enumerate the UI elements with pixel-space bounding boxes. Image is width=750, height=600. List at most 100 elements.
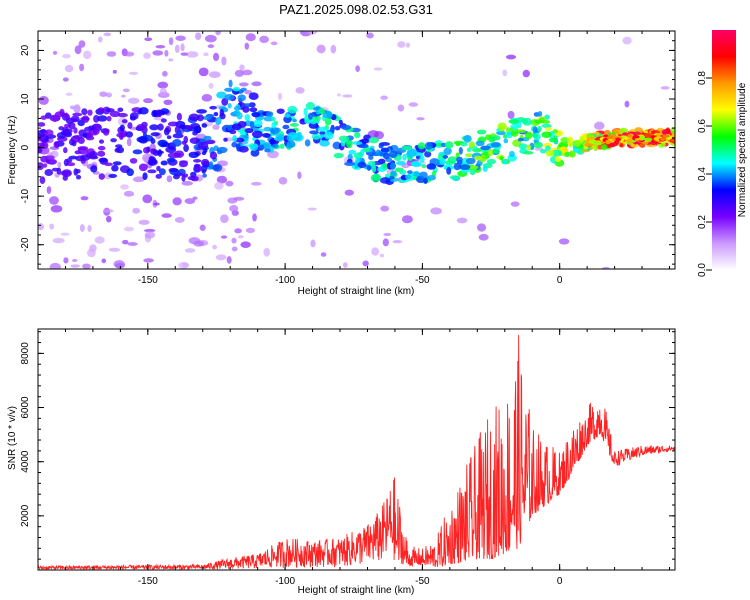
heatmap-cell xyxy=(150,138,156,144)
heatmap-cell xyxy=(75,174,82,180)
heatmap-cell xyxy=(196,114,204,122)
heatmap-cell xyxy=(158,168,166,176)
heatmap-cell xyxy=(212,163,223,172)
heatmap-cell xyxy=(164,49,169,57)
heatmap-cell xyxy=(132,176,145,183)
heatmap-cell xyxy=(232,134,238,143)
heatmap-cell xyxy=(404,174,412,180)
heatmap-cell xyxy=(552,129,558,134)
heatmap-cell xyxy=(97,150,106,157)
heatmap-cell xyxy=(545,150,555,157)
heatmap-cell xyxy=(424,141,433,150)
heatmap-cell xyxy=(286,140,296,148)
heatmap-cell xyxy=(468,141,475,149)
heatmap-cell xyxy=(197,141,209,149)
heatmap-cell xyxy=(380,95,389,100)
heatmap-cell xyxy=(203,52,209,57)
heatmap-cell xyxy=(74,45,82,55)
heatmap-cell xyxy=(63,147,68,154)
heatmap-cell xyxy=(157,109,163,118)
heatmap-cell xyxy=(456,217,468,224)
heatmap-cell xyxy=(517,137,524,142)
heatmap-cell xyxy=(242,106,250,113)
heatmap-cell xyxy=(215,31,221,36)
heatmap-cell xyxy=(311,133,321,140)
heatmap-cell xyxy=(416,117,425,121)
heatmap-cell xyxy=(227,103,232,109)
heatmap-cell xyxy=(342,94,353,98)
heatmap-cell xyxy=(238,146,249,153)
heatmap-cell xyxy=(508,119,520,124)
heatmap-cell xyxy=(138,163,148,172)
x-tick-label: -100 xyxy=(275,275,295,286)
heatmap-cell xyxy=(510,123,519,130)
heatmap-cell xyxy=(344,189,354,196)
heatmap-cell xyxy=(426,175,437,181)
heatmap-cell xyxy=(184,198,196,204)
heatmap-cell xyxy=(161,213,172,218)
heatmap-cell xyxy=(558,141,569,149)
heatmap-cell xyxy=(220,235,228,239)
heatmap-cell xyxy=(175,35,186,41)
heatmap-cell xyxy=(44,155,55,160)
heatmap-cell xyxy=(117,112,128,118)
heatmap-cell xyxy=(276,108,285,114)
heatmap-cell xyxy=(215,117,222,126)
heatmap-cell xyxy=(375,149,381,156)
heatmap-cell xyxy=(178,261,190,269)
heatmap-cell xyxy=(316,44,326,54)
heatmap-cell xyxy=(122,88,130,93)
heatmap-cell xyxy=(128,71,139,76)
x-tick-label: -50 xyxy=(415,576,430,587)
heatmap-cell xyxy=(482,165,488,172)
heatmap-cell xyxy=(105,215,112,223)
heatmap-cell xyxy=(660,86,670,90)
heatmap-cell xyxy=(458,146,463,155)
heatmap-cell xyxy=(98,157,108,163)
heatmap-cell xyxy=(594,121,605,130)
heatmap-cell xyxy=(125,131,134,138)
heatmap-cell xyxy=(225,180,234,187)
heatmap-cell xyxy=(287,105,298,114)
heatmap-cell xyxy=(174,44,180,54)
heatmap-cell xyxy=(209,105,217,110)
x-tick-label: -150 xyxy=(138,576,158,587)
heatmap-cell xyxy=(236,112,243,120)
heatmap-cell xyxy=(469,168,476,176)
heatmap-cell xyxy=(98,36,103,43)
heatmap-cell xyxy=(474,155,483,161)
heatmap-cell xyxy=(182,173,189,178)
heatmap-cell xyxy=(166,157,176,163)
heatmap-cell xyxy=(231,246,238,252)
heatmap-cell xyxy=(235,143,241,151)
heatmap-cell xyxy=(221,56,227,66)
heatmap-cell xyxy=(465,153,474,158)
heatmap-cell xyxy=(160,160,168,166)
heatmap-cell xyxy=(87,109,93,116)
heatmap-cell xyxy=(573,139,581,147)
heatmap-cell xyxy=(239,64,245,71)
heatmap-cell xyxy=(72,258,78,263)
heatmap-cell xyxy=(507,110,515,119)
heatmap-cell xyxy=(70,135,80,143)
heatmap-cell xyxy=(80,196,89,201)
heatmap-cell xyxy=(523,150,534,155)
heatmap-cell xyxy=(183,144,189,153)
heatmap-cell xyxy=(558,238,570,245)
colorbar-scale xyxy=(712,30,736,270)
y-tick-label: -20 xyxy=(20,237,31,252)
heatmap-cell xyxy=(486,158,497,165)
heatmap-cell xyxy=(419,171,428,179)
heatmap-cell xyxy=(231,123,242,131)
heatmap-cell xyxy=(79,224,85,232)
heatmap-cell xyxy=(104,172,112,180)
heatmap-cell xyxy=(573,148,580,153)
heatmap-cell xyxy=(177,129,182,136)
heatmap-cell xyxy=(382,162,387,169)
heatmap-cell xyxy=(566,136,574,144)
heatmap-cell xyxy=(277,92,283,101)
heatmap-cell xyxy=(200,158,210,167)
heatmap-cell xyxy=(202,173,207,178)
heatmap-cell xyxy=(352,141,363,145)
